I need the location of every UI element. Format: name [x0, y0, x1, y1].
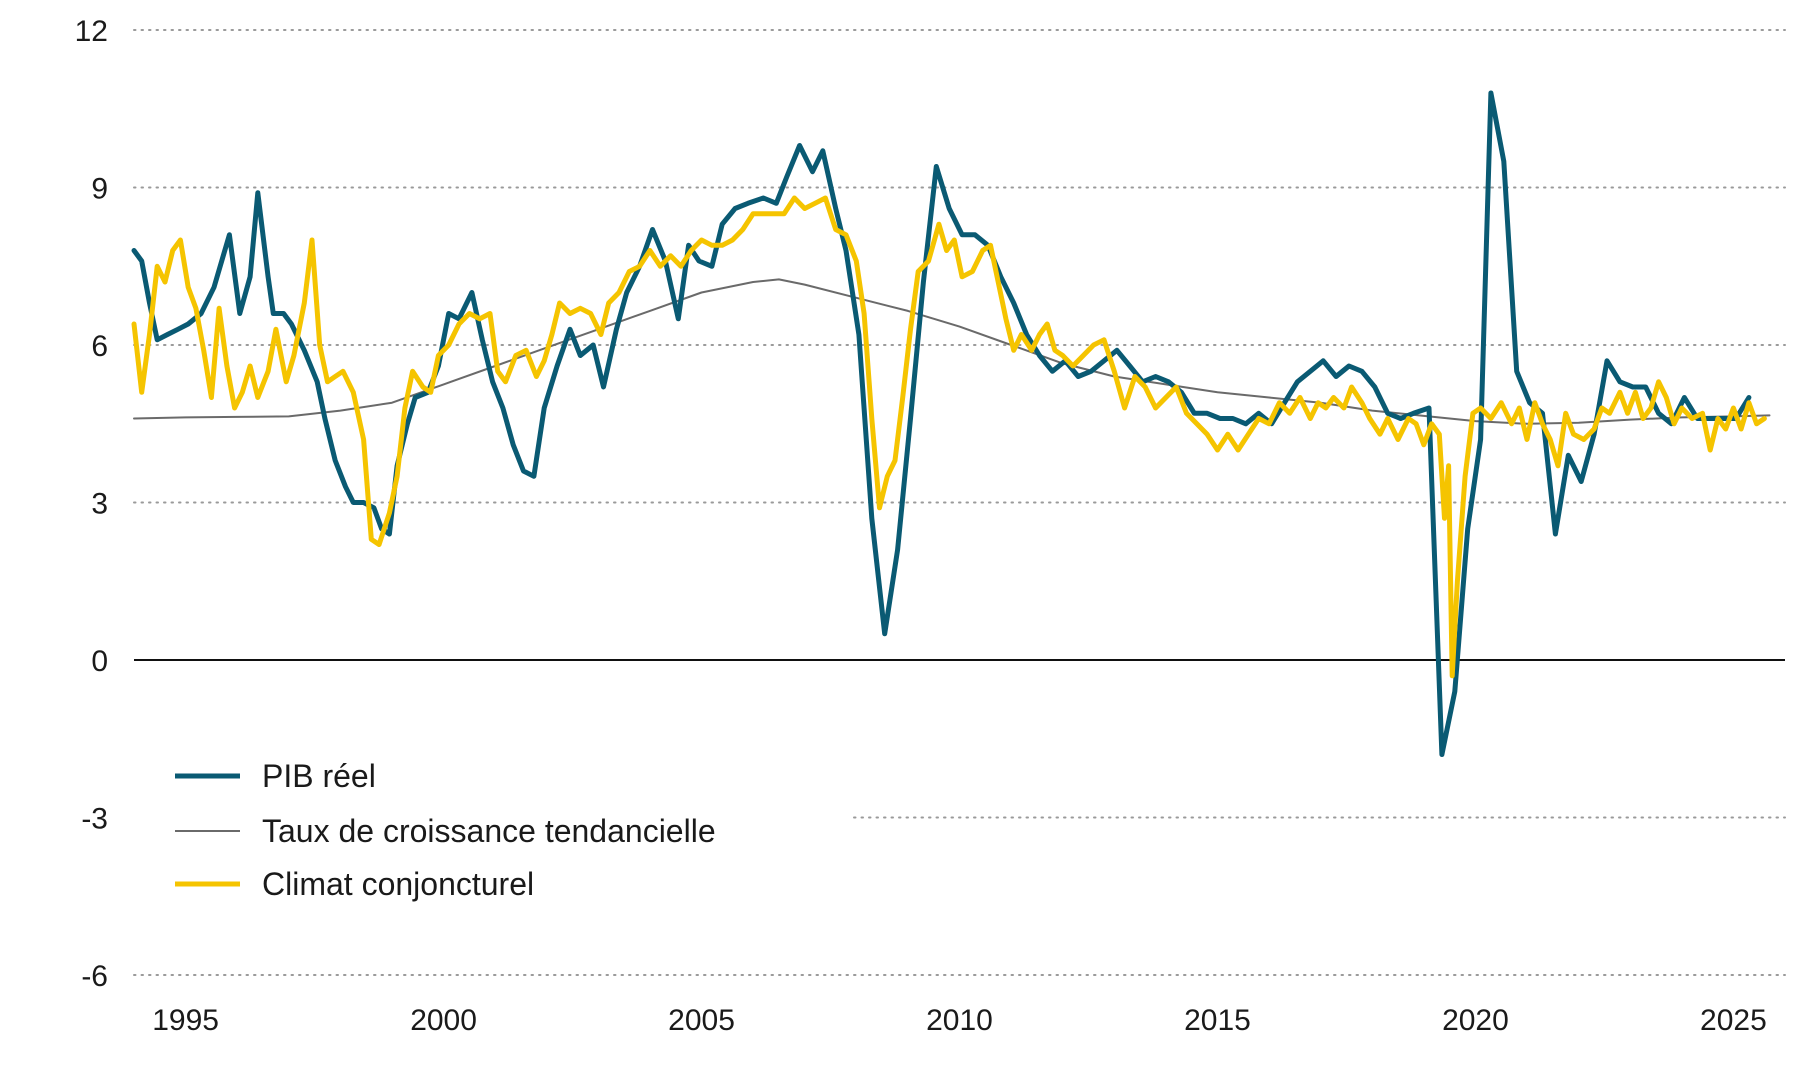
series-line-climat-conjoncturel: [131, 195, 1767, 679]
legend-item-taux-de-croissance-tendancielle: Taux de croissance tendancielle: [175, 813, 716, 849]
x-tick-label-2000: 2000: [410, 1004, 477, 1037]
x-tick-label-2005: 2005: [668, 1004, 735, 1037]
y-tick-label-6: 6: [91, 330, 108, 363]
legend-item-climat-conjoncturel: Climat conjoncturel: [175, 866, 534, 902]
series-line-pib-reel: [131, 90, 1752, 757]
y-tick-label-3: 3: [91, 488, 108, 521]
y-tick-label-minus-3: -3: [81, 803, 108, 836]
legend-background: [130, 745, 850, 915]
legend-label-taux-de-croissance-tendancielle: Taux de croissance tendancielle: [262, 813, 716, 849]
x-tick-label-2015: 2015: [1184, 1004, 1251, 1037]
y-tick-label-0: 0: [91, 645, 108, 678]
y-tick-label-minus-6: -6: [81, 960, 108, 993]
x-axis-ticks: 1995 2000 2005 2010 2015 2020 2025: [152, 1004, 1767, 1037]
legend-item-pib-reel: PIB réel: [175, 758, 376, 794]
legend-label-pib-reel: PIB réel: [262, 758, 376, 794]
legend: PIB réel Taux de croissance tendancielle…: [130, 745, 850, 915]
y-axis-ticks: 12 9 6 3 0 -3 -6: [75, 15, 108, 993]
grid: [133, 29, 1786, 976]
series-lines: [131, 90, 1771, 757]
y-tick-label-12: 12: [75, 15, 108, 48]
y-tick-label-9: 9: [91, 173, 108, 206]
legend-label-climat-conjoncturel: Climat conjoncturel: [262, 866, 534, 902]
x-tick-label-2025: 2025: [1700, 1004, 1767, 1037]
x-tick-label-2010: 2010: [926, 1004, 993, 1037]
x-tick-label-2020: 2020: [1442, 1004, 1509, 1037]
x-tick-label-1995: 1995: [152, 1004, 219, 1037]
series-line-taux-de-croissance-tendancielle: [133, 278, 1771, 425]
